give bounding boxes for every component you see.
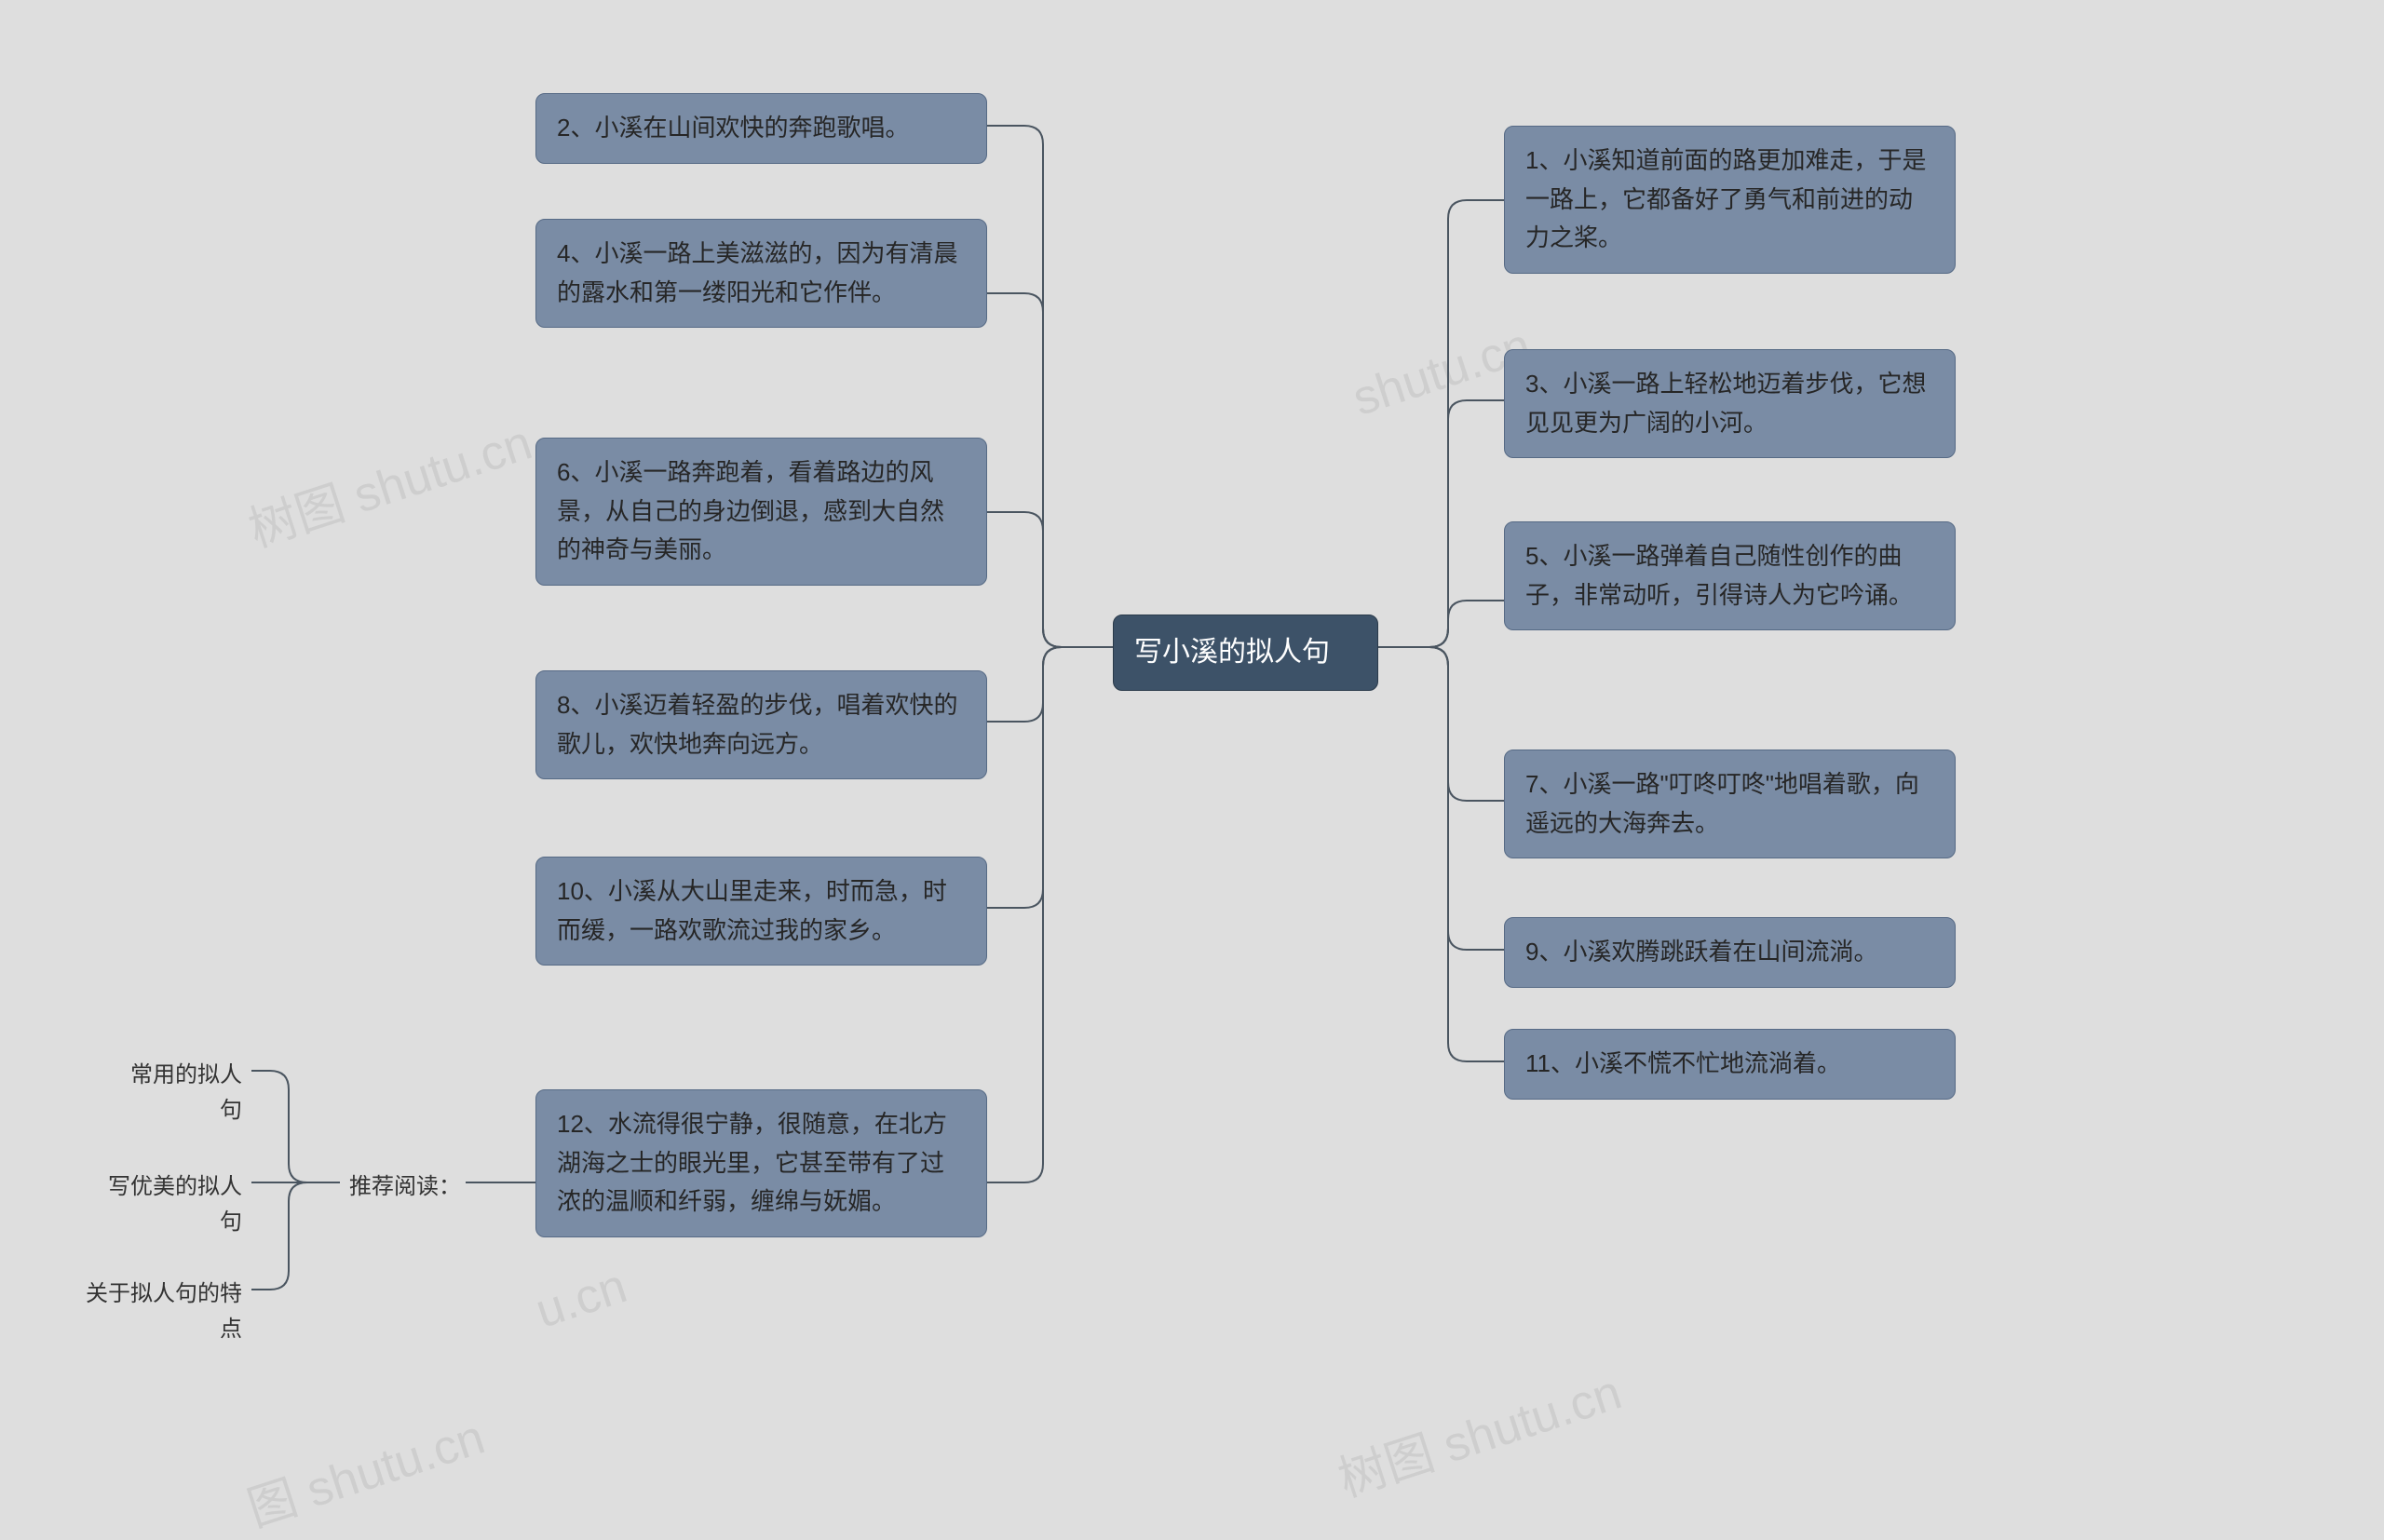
recommend-item-text: 写优美的拟人句 [108, 1174, 242, 1235]
item-text: 2、小溪在山间欢快的奔跑歌唱。 [557, 114, 909, 142]
item-text: 4、小溪一路上美滋滋的，因为有清晨的露水和第一缕阳光和它作伴。 [557, 239, 957, 306]
item-text: 5、小溪一路弹着自己随性创作的曲子，非常动听，引得诗人为它吟诵。 [1525, 542, 1913, 609]
right-item: 11、小溪不慌不忙地流淌着。 [1504, 1029, 1956, 1100]
recommend-item: 写优美的拟人句 [84, 1164, 251, 1247]
left-item: 10、小溪从大山里走来，时而急，时而缓，一路欢歌流过我的家乡。 [535, 857, 987, 966]
recommend-label: 推荐阅读： [340, 1164, 470, 1210]
watermark: 图 shutu.cn [237, 1398, 492, 1540]
watermark: u.cn [529, 1258, 633, 1339]
recommend-text: 推荐阅读： [349, 1174, 461, 1199]
center-label: 写小溪的拟人句 [1134, 637, 1330, 668]
watermark: 树图 shutu.cn [238, 403, 539, 561]
item-text: 9、小溪欢腾跳跃着在山间流淌。 [1525, 938, 1877, 966]
recommend-item: 关于拟人句的特点 [65, 1271, 251, 1354]
left-item: 8、小溪迈着轻盈的步伐，唱着欢快的歌儿，欢快地奔向远方。 [535, 670, 987, 779]
recommend-item-text: 关于拟人句的特点 [86, 1281, 242, 1342]
item-text: 7、小溪一路"叮咚叮咚"地唱着歌，向遥远的大海奔去。 [1525, 770, 1919, 837]
recommend-item: 常用的拟人句 [112, 1052, 251, 1135]
left-item: 2、小溪在山间欢快的奔跑歌唱。 [535, 93, 987, 164]
mindmap-canvas: 树图 shutu.cn shutu.cn 树图 shutu.cn 图 shutu… [0, 0, 2384, 1521]
left-item: 4、小溪一路上美滋滋的，因为有清晨的露水和第一缕阳光和它作伴。 [535, 219, 987, 328]
item-text: 6、小溪一路奔跑着，看着路边的风景，从自己的身边倒退，感到大自然的神奇与美丽。 [557, 458, 944, 563]
center-node: 写小溪的拟人句 [1113, 615, 1378, 691]
item-text: 8、小溪迈着轻盈的步伐，唱着欢快的歌儿，欢快地奔向远方。 [557, 691, 957, 758]
right-item: 1、小溪知道前面的路更加难走，于是一路上，它都备好了勇气和前进的动力之桨。 [1504, 126, 1956, 274]
item-text: 11、小溪不慌不忙地流淌着。 [1525, 1049, 1841, 1077]
right-item: 3、小溪一路上轻松地迈着步伐，它想见见更为广阔的小河。 [1504, 349, 1956, 458]
connectors [0, 0, 2384, 1521]
item-text: 12、水流得很宁静，很随意，在北方湖海之士的眼光里，它甚至带有了过浓的温顺和纤弱… [557, 1110, 947, 1215]
right-item: 7、小溪一路"叮咚叮咚"地唱着歌，向遥远的大海奔去。 [1504, 750, 1956, 858]
left-item: 6、小溪一路奔跑着，看着路边的风景，从自己的身边倒退，感到大自然的神奇与美丽。 [535, 438, 987, 586]
item-text: 1、小溪知道前面的路更加难走，于是一路上，它都备好了勇气和前进的动力之桨。 [1525, 146, 1926, 251]
watermark: 树图 shutu.cn [1328, 1353, 1629, 1510]
right-item: 5、小溪一路弹着自己随性创作的曲子，非常动听，引得诗人为它吟诵。 [1504, 521, 1956, 630]
item-text: 10、小溪从大山里走来，时而急，时而缓，一路欢歌流过我的家乡。 [557, 877, 947, 944]
left-item: 12、水流得很宁静，很随意，在北方湖海之士的眼光里，它甚至带有了过浓的温顺和纤弱… [535, 1089, 987, 1237]
item-text: 3、小溪一路上轻松地迈着步伐，它想见见更为广阔的小河。 [1525, 370, 1926, 437]
recommend-item-text: 常用的拟人句 [130, 1062, 242, 1123]
right-item: 9、小溪欢腾跳跃着在山间流淌。 [1504, 917, 1956, 988]
